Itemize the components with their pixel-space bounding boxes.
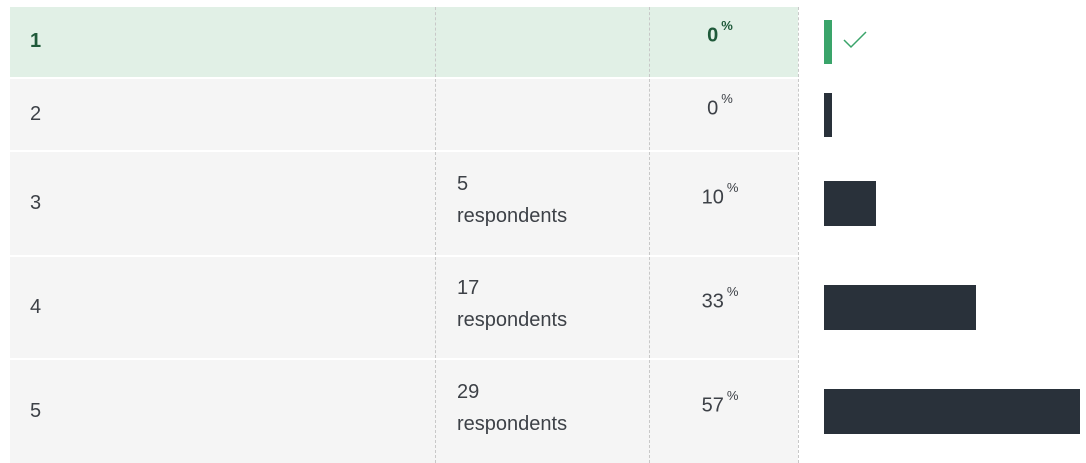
separator bbox=[798, 360, 800, 463]
count-cell: 17 respondents bbox=[435, 257, 649, 358]
answer-cell: 5 bbox=[10, 360, 435, 463]
answer-label: 4 bbox=[30, 295, 42, 318]
count-number: 17 bbox=[457, 276, 480, 299]
percent-bar bbox=[824, 180, 876, 226]
percent-value: 57 bbox=[701, 394, 724, 417]
percent-label: 33% bbox=[650, 284, 790, 314]
percent-cell: 57% bbox=[649, 360, 798, 463]
answer-cell: 2 bbox=[10, 79, 435, 150]
respondent-count: 29 respondents bbox=[457, 376, 567, 440]
percent-value: 10 bbox=[701, 186, 724, 209]
respondent-count: 17 respondents bbox=[457, 272, 567, 336]
separator bbox=[798, 7, 800, 77]
count-label: respondents bbox=[457, 412, 568, 435]
percent-unit: % bbox=[726, 283, 739, 299]
percent-unit: % bbox=[721, 90, 733, 106]
count-cell: 5 respondents bbox=[435, 152, 649, 255]
count-label: respondents bbox=[457, 308, 568, 331]
percent-cell: 0% bbox=[649, 7, 798, 77]
answer-cell: 4 bbox=[10, 257, 435, 358]
count-cell bbox=[435, 79, 649, 150]
count-label: respondents bbox=[457, 204, 568, 227]
separator bbox=[798, 257, 800, 358]
answer-label: 5 bbox=[30, 399, 42, 422]
percent-label: 0% bbox=[650, 18, 790, 48]
percent-unit: % bbox=[721, 18, 733, 33]
answer-label: 2 bbox=[30, 102, 42, 125]
percent-unit: % bbox=[726, 387, 739, 403]
percent-bar bbox=[824, 284, 976, 330]
count-number: 29 bbox=[457, 380, 480, 403]
count-cell: 29 respondents bbox=[435, 360, 649, 463]
percent-label: 57% bbox=[650, 388, 790, 418]
answer-cell: 1 bbox=[10, 7, 435, 77]
percent-bar bbox=[824, 388, 1080, 434]
percent-value: 0 bbox=[707, 24, 719, 47]
separator bbox=[798, 152, 800, 255]
percent-cell: 0% bbox=[649, 79, 798, 150]
answer-label: 3 bbox=[30, 191, 42, 214]
percent-unit: % bbox=[726, 179, 739, 195]
answer-label: 1 bbox=[30, 30, 42, 52]
percent-bar bbox=[824, 20, 832, 64]
percent-cell: 10% bbox=[649, 152, 798, 255]
answer-cell: 3 bbox=[10, 152, 435, 255]
percent-cell: 33% bbox=[649, 257, 798, 358]
correct-check bbox=[843, 31, 867, 49]
percent-label: 0% bbox=[650, 91, 790, 121]
separator bbox=[798, 79, 800, 150]
percent-value: 0 bbox=[707, 97, 719, 120]
respondent-count: 5 respondents bbox=[457, 168, 567, 232]
percent-value: 33 bbox=[701, 290, 724, 313]
count-number: 5 bbox=[457, 172, 469, 195]
count-cell bbox=[435, 7, 649, 77]
check-stroke bbox=[843, 31, 867, 49]
percent-bar bbox=[824, 92, 832, 137]
percent-label: 10% bbox=[650, 180, 790, 210]
